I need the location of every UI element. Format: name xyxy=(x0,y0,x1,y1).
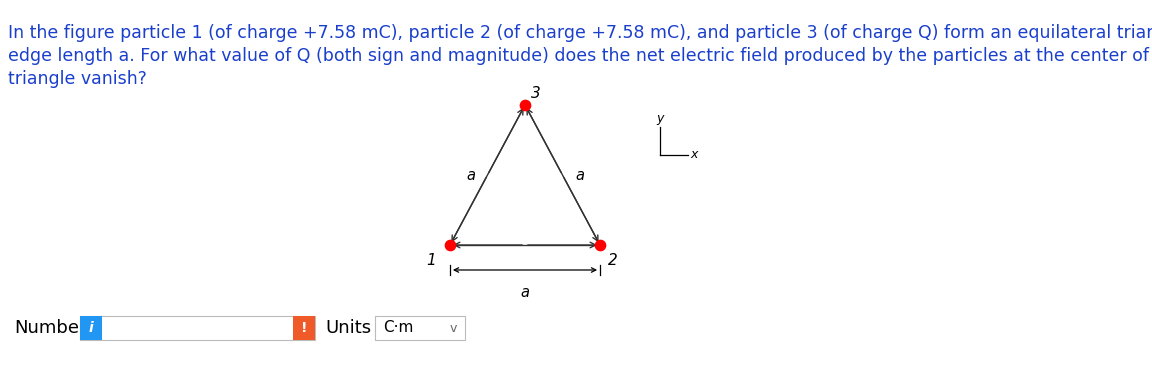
Text: x: x xyxy=(690,149,697,161)
FancyBboxPatch shape xyxy=(79,316,314,340)
Point xyxy=(441,242,460,248)
Text: C·m: C·m xyxy=(382,321,414,336)
Text: Units: Units xyxy=(325,319,371,337)
Point xyxy=(516,102,535,108)
Text: edge length a. For what value of Q (both sign and magnitude) does the net electr: edge length a. For what value of Q (both… xyxy=(8,47,1152,65)
Text: Number: Number xyxy=(14,319,86,337)
Text: 3: 3 xyxy=(531,86,540,101)
Text: a: a xyxy=(521,285,530,300)
FancyBboxPatch shape xyxy=(293,316,314,340)
FancyBboxPatch shape xyxy=(79,316,103,340)
Text: a: a xyxy=(575,168,584,183)
FancyBboxPatch shape xyxy=(376,316,465,340)
Text: 1: 1 xyxy=(426,253,435,268)
Point xyxy=(591,242,609,248)
Text: !: ! xyxy=(301,321,308,335)
Text: y: y xyxy=(657,112,664,125)
Text: v: v xyxy=(449,321,457,335)
Text: triangle vanish?: triangle vanish? xyxy=(8,70,146,88)
Text: 2: 2 xyxy=(608,253,617,268)
Text: i: i xyxy=(89,321,93,335)
Text: a: a xyxy=(467,168,475,183)
Text: In the figure particle 1 (of charge +7.58 mC), particle 2 (of charge +7.58 mC), : In the figure particle 1 (of charge +7.5… xyxy=(8,24,1152,42)
